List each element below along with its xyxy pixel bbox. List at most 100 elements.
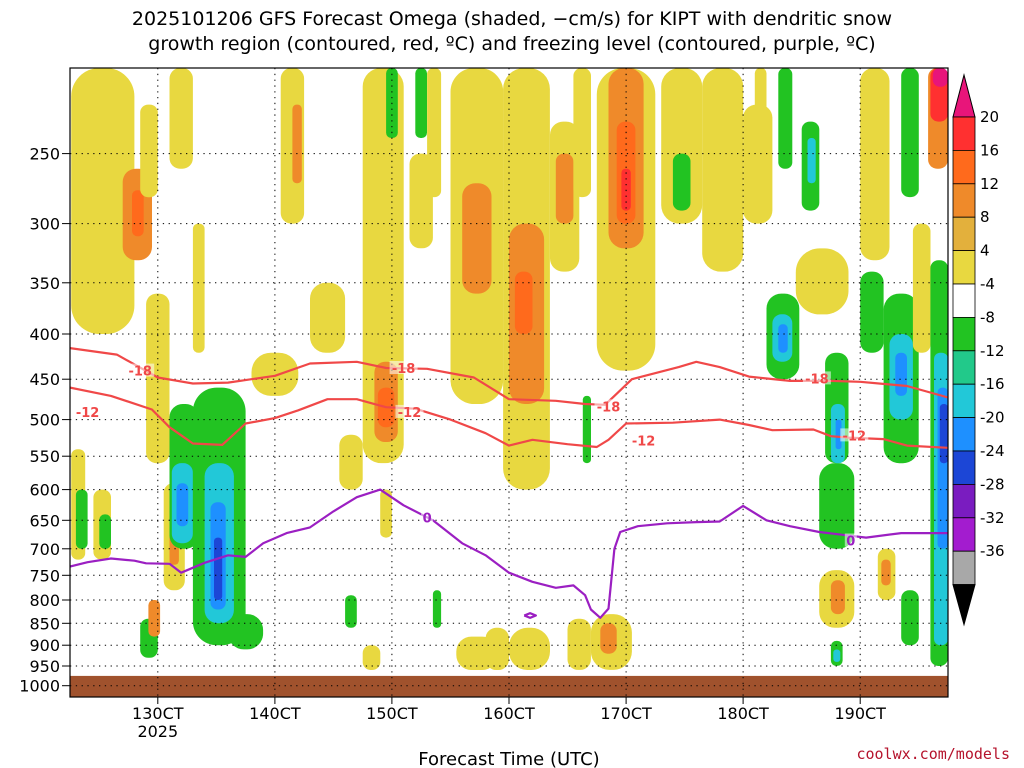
omega-cell-10 bbox=[75, 489, 88, 549]
omega-cell-54 bbox=[567, 618, 591, 670]
contour-label-1-2: -12 bbox=[632, 435, 656, 450]
colorbar-tick-0: 20 bbox=[980, 108, 999, 126]
x-tick-label-190: 190CT bbox=[834, 704, 886, 723]
contour-label-0-3: -18 bbox=[805, 372, 829, 387]
colorbar-segment-2 bbox=[952, 149, 976, 185]
omega-cell-7 bbox=[169, 68, 193, 169]
omega-cell-38 bbox=[415, 68, 427, 138]
omega-cell-60 bbox=[661, 68, 703, 224]
colorbar-segment-6 bbox=[952, 283, 976, 318]
colorbar-tick-7: -12 bbox=[980, 342, 1005, 360]
omega-cell-34 bbox=[380, 489, 392, 538]
contour-label-2-0: 0 bbox=[423, 511, 432, 526]
omega-cell-52 bbox=[621, 168, 631, 211]
omega-cell-4 bbox=[132, 190, 144, 237]
y-tick-label-700: 700 bbox=[29, 540, 60, 559]
chart-title-line-2: growth region (contoured, red, ºC) and f… bbox=[148, 33, 875, 55]
omega-cell-87 bbox=[932, 68, 948, 87]
y-tick-label-650: 650 bbox=[29, 511, 60, 530]
colorbar-segment-10 bbox=[952, 417, 976, 452]
colorbar-tick-12: -32 bbox=[980, 509, 1005, 527]
omega-cell-91 bbox=[939, 404, 948, 464]
colorbar-tick-4: 4 bbox=[980, 242, 990, 260]
omega-cell-42 bbox=[462, 183, 492, 294]
omega-cell-83 bbox=[901, 68, 919, 198]
grid bbox=[70, 68, 948, 697]
x-tick-sublabel-130: 2025 bbox=[137, 722, 178, 741]
y-tick-label-400: 400 bbox=[29, 325, 60, 344]
colorbar-segment-8 bbox=[952, 350, 976, 385]
colorbar-segment-3 bbox=[952, 183, 976, 218]
contour-label-1-0: -12 bbox=[76, 406, 100, 421]
y-tick-label-450: 450 bbox=[29, 370, 60, 389]
omega-cell-29 bbox=[339, 434, 363, 490]
x-tick-label-140: 140CT bbox=[249, 704, 301, 723]
contour-label-bg-1-1 bbox=[395, 404, 424, 418]
omega-cell-65 bbox=[778, 68, 793, 169]
omega-cell-63 bbox=[743, 104, 773, 224]
omega-cell-24 bbox=[228, 614, 264, 650]
omega-cell-67 bbox=[807, 138, 816, 184]
x-axis-title: Forecast Time (UTC) bbox=[418, 749, 599, 768]
x-tick-label-170: 170CT bbox=[600, 704, 652, 723]
omega-cell-84 bbox=[912, 223, 931, 353]
omega-cell-78 bbox=[860, 68, 890, 261]
contour-label-1-1: -12 bbox=[398, 406, 422, 421]
colorbar: 20 16 12 8 4 -4 -8 -12 -16 -20 -24 -28 -32 -36 bbox=[952, 73, 1005, 627]
omega-cell-64 bbox=[754, 68, 767, 122]
omega-cell-12 bbox=[99, 514, 111, 549]
omega-cell-53 bbox=[582, 395, 591, 464]
colorbar-tick-6: -8 bbox=[980, 308, 995, 326]
omega-cell-8 bbox=[192, 223, 205, 353]
contour-label-1-3: -12 bbox=[843, 429, 867, 444]
omega-cell-47 bbox=[555, 153, 574, 224]
contour-label-bg-0-2 bbox=[594, 399, 623, 413]
colorbar-segment-1 bbox=[952, 116, 976, 151]
y-tick-label-250: 250 bbox=[29, 145, 60, 164]
contour-label-bg-1-3 bbox=[840, 428, 869, 442]
contour-label-bg-1-0 bbox=[73, 404, 102, 418]
colorbar-tick-1: 16 bbox=[980, 141, 999, 159]
omega-cell-40 bbox=[432, 590, 442, 628]
colorbar-bottom-arrow bbox=[952, 584, 976, 627]
omega-cell-96 bbox=[833, 649, 841, 662]
ground-surface bbox=[70, 675, 948, 697]
plot-area: -18 -18 -18 -18 -12 -12 -12 -12 0 0 bbox=[70, 68, 948, 697]
y-tick-label-500: 500 bbox=[29, 411, 60, 430]
contour-label-2-1: 0 bbox=[846, 535, 855, 550]
contour-label-0-0: -18 bbox=[128, 365, 152, 380]
omega-cell-48 bbox=[573, 68, 591, 198]
omega-cell-82 bbox=[895, 352, 907, 396]
omega-cell-6 bbox=[140, 104, 158, 198]
omega-cell-23 bbox=[214, 537, 223, 600]
omega-cell-77 bbox=[830, 580, 845, 615]
y-tick-label-350: 350 bbox=[29, 274, 60, 293]
omega-cell-70 bbox=[778, 324, 788, 353]
colorbar-top-arrow bbox=[952, 73, 976, 118]
colorbar-segment-5 bbox=[952, 250, 976, 285]
omega-cell-30 bbox=[345, 595, 357, 628]
y-axis: 250 300 350 400 450 500 550 600 650 700 750 800 850 9… bbox=[19, 145, 70, 696]
omega-cell-56 bbox=[600, 623, 617, 654]
contour-line-2 bbox=[70, 488, 948, 619]
omega-cell-27 bbox=[292, 104, 302, 184]
omega-cell-59 bbox=[485, 627, 509, 670]
omega-cell-28 bbox=[310, 282, 346, 353]
omega-cell-71 bbox=[795, 248, 849, 315]
y-tick-label-900: 900 bbox=[29, 636, 60, 655]
colorbar-segment-11 bbox=[952, 450, 976, 485]
omega-cell-14 bbox=[148, 600, 161, 637]
y-tick-label-750: 750 bbox=[29, 566, 60, 585]
colorbar-tick-11: -28 bbox=[980, 475, 1005, 493]
omega-cell-58 bbox=[509, 627, 550, 670]
colorbar-segment-4 bbox=[952, 216, 976, 251]
contour-label-bg-2-0 bbox=[421, 510, 434, 524]
contour-label-bg-0-3 bbox=[802, 371, 831, 385]
y-tick-label-850: 850 bbox=[29, 614, 60, 633]
credit-link[interactable]: coolwx.com/models bbox=[856, 745, 1010, 763]
omega-shading bbox=[71, 68, 948, 670]
omega-cell-36 bbox=[362, 645, 381, 670]
omega-cell-93 bbox=[881, 559, 891, 586]
